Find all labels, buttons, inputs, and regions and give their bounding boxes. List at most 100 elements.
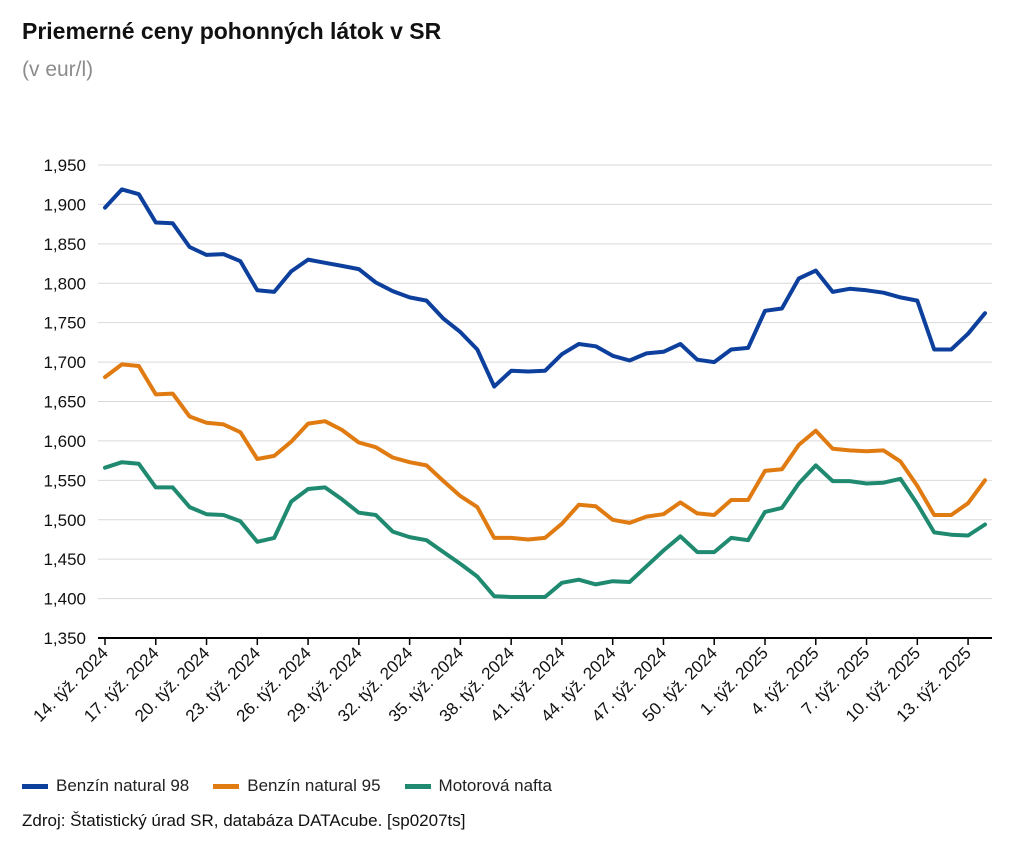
legend-swatch-benzin-95	[213, 783, 240, 789]
data-point	[120, 362, 124, 366]
data-point	[560, 352, 564, 356]
legend-label-benzin-98: Benzín natural 98	[56, 776, 190, 795]
data-point	[729, 536, 733, 540]
data-point	[780, 506, 784, 510]
y-tick-label: 1,350	[43, 629, 86, 648]
data-point	[628, 521, 632, 525]
data-point	[695, 511, 699, 515]
data-point	[340, 428, 344, 432]
data-point	[594, 344, 598, 348]
data-point	[509, 369, 513, 373]
data-point	[340, 497, 344, 501]
y-tick-label: 1,800	[43, 274, 86, 293]
data-point	[171, 485, 175, 489]
legend-swatch-motorova-nafta	[404, 783, 431, 789]
series-line-1	[103, 362, 987, 542]
data-point	[137, 192, 141, 196]
data-point	[425, 463, 429, 467]
data-point	[915, 502, 919, 506]
data-point	[983, 311, 987, 315]
data-point	[898, 295, 902, 299]
data-point	[831, 290, 835, 294]
data-point	[763, 510, 767, 514]
data-point	[814, 429, 818, 433]
data-point	[441, 550, 445, 554]
line-chart: 1,350 1,400 1,450 1,500 1,550 1,600 1,650 1,700…	[30, 156, 992, 726]
data-point	[154, 485, 158, 489]
data-point	[645, 515, 649, 519]
data-point	[323, 261, 327, 265]
data-point	[205, 512, 209, 516]
data-point	[188, 245, 192, 249]
legend-item-benzin-95: Benzín natural 95	[213, 776, 381, 796]
data-point	[272, 536, 276, 540]
data-point	[966, 501, 970, 505]
data-point	[137, 364, 141, 368]
data-point	[526, 537, 530, 541]
data-point	[103, 466, 107, 470]
data-point	[560, 581, 564, 585]
data-point	[848, 479, 852, 483]
data-point	[120, 187, 124, 191]
series-line-0	[103, 187, 987, 389]
data-point	[611, 354, 615, 358]
data-point	[966, 534, 970, 538]
data-point	[475, 575, 479, 579]
data-point	[120, 460, 124, 464]
data-point	[848, 287, 852, 291]
data-point	[205, 253, 209, 257]
data-point	[205, 421, 209, 425]
data-point	[221, 513, 225, 517]
data-point	[865, 449, 869, 453]
y-tick-label: 1,600	[43, 432, 86, 451]
data-point	[611, 518, 615, 522]
y-tick-label: 1,450	[43, 550, 86, 569]
data-point	[763, 309, 767, 313]
data-point	[729, 498, 733, 502]
data-point	[594, 504, 598, 508]
data-point	[509, 595, 513, 599]
data-point	[238, 519, 242, 523]
data-point	[932, 513, 936, 517]
series-layer	[103, 187, 987, 599]
data-point	[780, 467, 784, 471]
data-point	[272, 454, 276, 458]
data-point	[678, 534, 682, 538]
legend: Benzín natural 98 Benzín natural 95 Moto…	[22, 776, 552, 796]
data-point	[949, 513, 953, 517]
data-point	[594, 582, 598, 586]
data-point	[898, 459, 902, 463]
y-tick-label: 1,550	[43, 471, 86, 490]
data-point	[780, 306, 784, 310]
data-point	[289, 440, 293, 444]
legend-item-benzin-98: Benzín natural 98	[22, 776, 189, 796]
legend-item-motorova-nafta: Motorová nafta	[404, 776, 552, 796]
data-point	[577, 503, 581, 507]
data-point	[374, 513, 378, 517]
source-note: Zdroj: Štatistický úrad SR, databáza DAT…	[22, 811, 466, 830]
legend-swatch-benzin-98	[22, 783, 48, 789]
data-point	[678, 342, 682, 346]
data-point	[391, 455, 395, 459]
data-point	[746, 498, 750, 502]
data-point	[137, 462, 141, 466]
legend-label-motorova-nafta: Motorová nafta	[438, 776, 552, 795]
data-point	[526, 370, 530, 374]
data-point	[323, 419, 327, 423]
data-point	[188, 414, 192, 418]
data-point	[171, 221, 175, 225]
data-point	[932, 347, 936, 351]
data-point	[729, 347, 733, 351]
data-point	[695, 550, 699, 554]
data-point	[983, 478, 987, 482]
data-point	[458, 494, 462, 498]
data-point	[881, 481, 885, 485]
data-point	[255, 457, 259, 461]
data-point	[949, 347, 953, 351]
data-point	[289, 500, 293, 504]
data-point	[712, 360, 716, 364]
data-point	[712, 550, 716, 554]
data-point	[661, 512, 665, 516]
data-point	[932, 530, 936, 534]
data-point	[475, 505, 479, 509]
